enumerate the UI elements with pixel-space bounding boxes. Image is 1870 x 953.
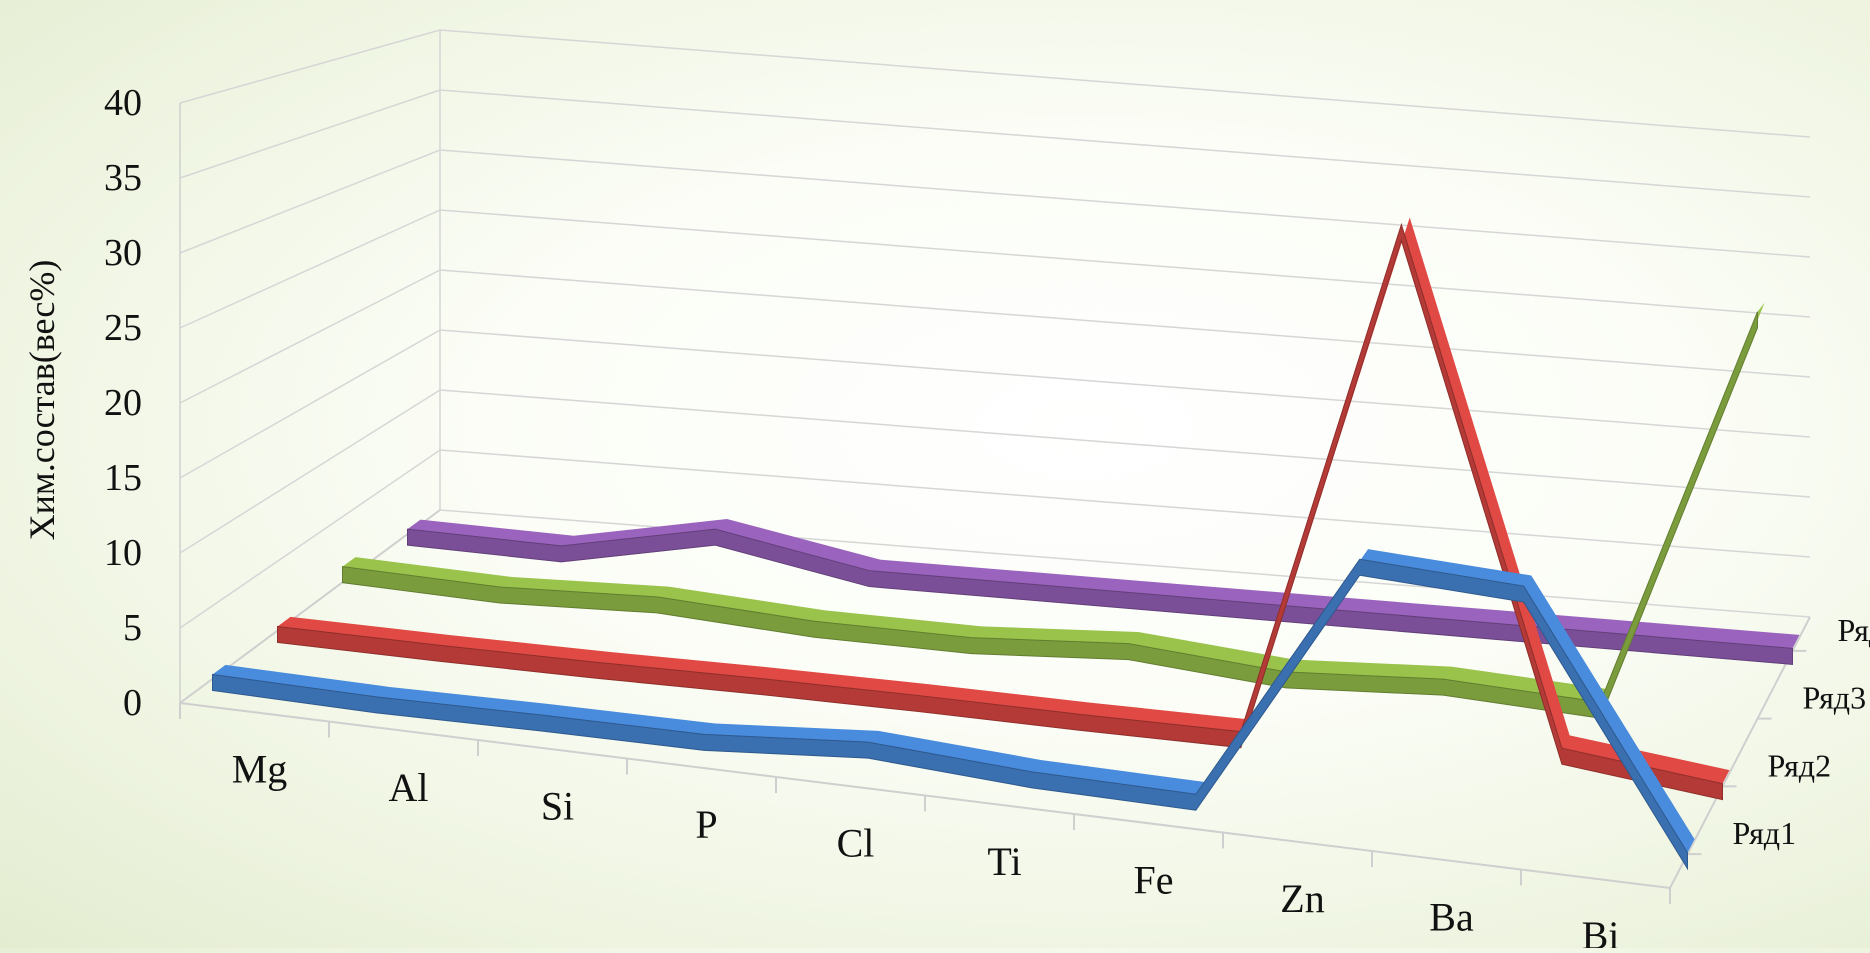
gridlines — [180, 30, 1810, 703]
y-tick-label: 15 — [104, 457, 142, 499]
series-label: Ряд4 — [1838, 612, 1870, 648]
y-tick-label: 30 — [104, 232, 142, 274]
x-tick-label: Al — [389, 765, 429, 810]
x-tick-label: Ba — [1429, 894, 1474, 939]
y-axis-label: Хим.состав(вес%) — [22, 260, 62, 541]
x-tick-label: Mg — [232, 746, 288, 791]
x-tick-label: Bi — [1582, 913, 1620, 948]
y-tick-label: 35 — [104, 157, 142, 199]
gridline — [180, 330, 1810, 478]
x-tick-label: Cl — [837, 820, 875, 865]
gridline — [180, 270, 1810, 403]
x-tick-label: Fe — [1134, 857, 1174, 902]
y-tick-label: 10 — [104, 532, 142, 574]
x-tick-label: P — [695, 802, 717, 847]
y-tick-label: 40 — [104, 82, 142, 124]
gridline — [180, 150, 1810, 257]
y-tick-label: 0 — [123, 682, 142, 724]
series-label: Ряд2 — [1768, 747, 1832, 783]
gridline — [180, 30, 1810, 137]
series-label: Ряд1 — [1733, 815, 1797, 851]
y-tick-label: 25 — [104, 307, 142, 349]
series-label: Ряд3 — [1803, 680, 1867, 716]
gridline — [180, 210, 1810, 328]
x-tick-label: Ti — [987, 839, 1021, 884]
y-tick-label: 20 — [104, 382, 142, 424]
gridline — [180, 90, 1810, 197]
y-tick-label: 5 — [123, 607, 142, 649]
labels: 0 5 10 15 20 25 30 35 40 Mg Al Si P Cl Ti Fe Zn Ba Bi Ряд1 Р… — [22, 82, 1870, 948]
series-lines — [213, 218, 1800, 869]
x-tick-label: Zn — [1280, 876, 1324, 921]
x-tick-label: Si — [541, 783, 574, 828]
